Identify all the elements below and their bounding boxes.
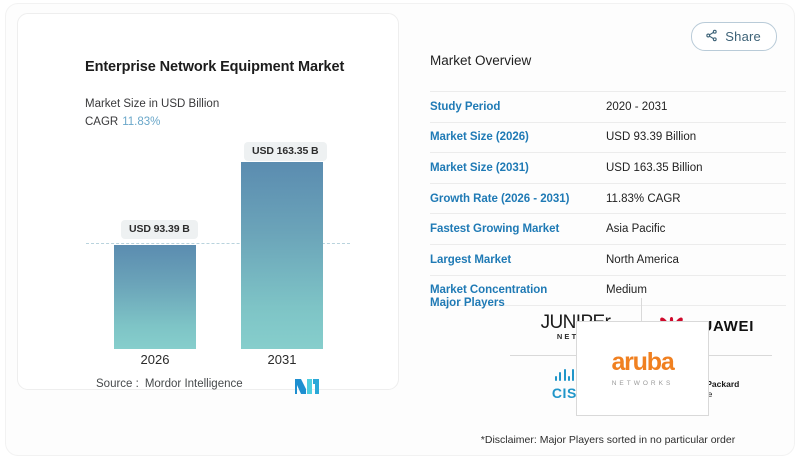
x-axis-label-2031: 2031 — [267, 352, 297, 367]
players-disclaimer: *Disclaimer: Major Players sorted in no … — [480, 434, 736, 446]
share-icon — [705, 29, 718, 45]
table-row: Study Period 2020 - 2031 — [430, 91, 786, 123]
row-key: Market Concentration — [430, 284, 548, 297]
row-key: Study Period — [430, 100, 501, 113]
report-card-inner: Share Enterprise Network Equipment Marke… — [6, 4, 794, 455]
share-button-label: Share — [725, 29, 761, 44]
source-name: Mordor Intelligence — [144, 378, 243, 390]
chart-cagr-label: CAGR — [85, 116, 119, 128]
row-value: USD 93.39 Billion — [606, 131, 697, 144]
mordor-intelligence-logo — [295, 376, 321, 394]
bar-value-label-2026: USD 93.39 B — [121, 220, 198, 239]
table-row: Market Size (2031) USD 163.35 Billion — [430, 153, 786, 184]
chart-cagr: CAGR 11.83% — [85, 116, 160, 128]
bar-2031[interactable] — [241, 162, 323, 349]
row-value: 11.83% CAGR — [606, 192, 681, 205]
major-players-logo-grid: JUNIPEr NETWORKS HUAWEI — [510, 298, 772, 416]
bar-2026[interactable] — [114, 245, 196, 349]
aruba-logo-text: aruba — [611, 348, 674, 376]
row-value: 2020 - 2031 — [606, 100, 668, 113]
aruba-logo-subtext: NETWORKS — [611, 380, 674, 387]
row-key: Market Size (2031) — [430, 161, 529, 174]
market-overview-panel: Market Overview Study Period 2020 - 2031… — [430, 14, 786, 454]
row-value: USD 163.35 Billion — [606, 161, 703, 174]
table-row: Market Concentration Medium — [430, 276, 786, 307]
row-key: Fastest Growing Market — [430, 223, 560, 236]
reference-dashed-line — [86, 243, 350, 244]
market-overview-table: Study Period 2020 - 2031 Market Size (20… — [430, 91, 786, 307]
row-key: Largest Market — [430, 253, 512, 266]
chart-title: Enterprise Network Equipment Market — [85, 59, 345, 75]
aruba-networks-logo: aruba NETWORKS — [576, 321, 709, 416]
source-row: Source : Mordor Intelligence — [96, 378, 243, 390]
chart-card: Enterprise Network Equipment Market Mark… — [17, 13, 399, 394]
table-row: Largest Market North America — [430, 245, 786, 276]
chart-subtitle: Market Size in USD Billion — [85, 98, 220, 110]
x-axis-label-2026: 2026 — [140, 352, 170, 367]
source-label: Source : — [96, 378, 139, 390]
table-row: Fastest Growing Market Asia Pacific — [430, 214, 786, 245]
row-key: Growth Rate (2026 - 2031) — [430, 192, 570, 205]
row-value: North America — [606, 253, 679, 266]
table-row: Market Size (2026) USD 93.39 Billion — [430, 123, 786, 154]
table-row: Growth Rate (2026 - 2031) 11.83% CAGR — [430, 184, 786, 215]
share-button[interactable]: Share — [691, 22, 777, 51]
market-overview-title: Market Overview — [430, 53, 532, 68]
chart-cagr-value: 11.83% — [122, 116, 161, 128]
row-key: Market Size (2026) — [430, 131, 529, 144]
row-value: Asia Pacific — [606, 223, 666, 236]
bar-value-label-2031: USD 163.35 B — [244, 142, 327, 161]
major-players-title: Major Players — [430, 297, 505, 309]
row-value: Medium — [606, 284, 647, 297]
